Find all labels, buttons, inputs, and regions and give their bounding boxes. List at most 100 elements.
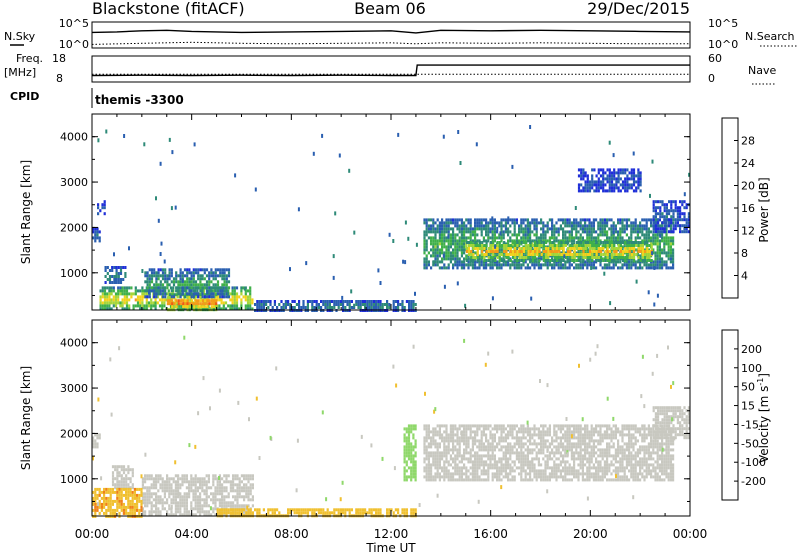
range-cell: [668, 212, 671, 216]
range-cell: [176, 295, 179, 299]
range-cell: [564, 239, 567, 243]
range-cell: [663, 248, 666, 252]
range-cell: [619, 221, 622, 225]
range-cell: [144, 289, 147, 293]
range-cell: [152, 510, 155, 514]
range-cell: [128, 304, 131, 308]
range-cell: [481, 250, 484, 253]
range-cell: [553, 263, 556, 267]
range-cell: [454, 463, 457, 467]
range-cell: [681, 230, 684, 234]
range-cell: [312, 151, 315, 156]
range-cell: [110, 289, 113, 293]
range-cell: [168, 293, 172, 297]
range-cell: [231, 289, 234, 293]
range-cell: [339, 300, 342, 303]
range-cell: [621, 239, 624, 243]
range-cell: [123, 301, 126, 305]
range-cell: [223, 277, 226, 281]
range-cell: [98, 436, 101, 440]
range-cell: [445, 239, 448, 243]
range-cell: [223, 292, 226, 296]
range-cell: [183, 513, 186, 517]
range-cell: [579, 266, 582, 270]
range-cell: [551, 472, 554, 476]
range-cell: [168, 513, 171, 517]
range-cell: [544, 430, 547, 434]
range-cell: [518, 472, 521, 476]
range-cell: [480, 230, 483, 234]
range-cell: [588, 230, 591, 234]
range-cell: [588, 236, 591, 240]
range-cell: [157, 289, 160, 293]
range-cell: [526, 448, 529, 452]
range-cell: [212, 299, 216, 303]
range-cell: [544, 245, 547, 249]
range-cell: [621, 183, 625, 187]
range-cell: [592, 218, 595, 222]
range-cell: [194, 474, 197, 478]
range-cell: [188, 283, 191, 287]
range-cell: [621, 248, 624, 252]
range-cell: [359, 300, 362, 303]
range-cell: [205, 486, 208, 490]
range-cell: [445, 424, 448, 428]
range-cell: [161, 304, 164, 308]
range-cell: [172, 286, 175, 290]
range-cell: [476, 451, 479, 455]
range-cell: [669, 227, 672, 231]
range-cell: [229, 483, 232, 487]
range-cell: [537, 221, 540, 225]
range-cell: [533, 472, 536, 476]
range-cell: [423, 445, 426, 449]
range-cell: [150, 289, 154, 293]
range-cell: [504, 436, 507, 440]
range-cell: [542, 448, 545, 452]
range-cell: [529, 472, 532, 476]
range-cell: [441, 260, 444, 264]
range-cell: [463, 466, 466, 470]
range-cell: [97, 203, 100, 207]
range-cell: [460, 478, 463, 482]
range-cell: [221, 495, 224, 499]
range-cell: [559, 239, 562, 243]
range-cell: [531, 244, 534, 247]
range-cell: [381, 306, 384, 309]
range-cell: [201, 477, 204, 481]
range-cell: [465, 257, 468, 261]
range-cell: [531, 221, 534, 225]
range-cell: [498, 266, 501, 270]
range-cell: [480, 263, 483, 267]
range-cell: [190, 477, 193, 481]
range-cell: [568, 263, 571, 267]
range-cell: [229, 489, 232, 493]
range-cell: [683, 224, 686, 228]
range-cell: [172, 501, 175, 505]
range-cell: [423, 239, 426, 243]
range-cell: [534, 256, 537, 259]
range-cell: [582, 259, 585, 262]
range-cell: [625, 221, 628, 225]
range-cell: [188, 483, 191, 487]
range-cell: [221, 268, 224, 272]
range-cell: [499, 231, 502, 236]
range-cell: [114, 301, 118, 305]
range-cell: [487, 236, 490, 240]
range-cell: [540, 221, 543, 225]
range-cell: [624, 241, 627, 244]
range-cell: [637, 241, 640, 244]
range-cell: [586, 244, 589, 247]
range-cell: [628, 256, 631, 259]
range-cell: [668, 200, 671, 204]
range-cell: [509, 230, 512, 234]
range-cell: [482, 427, 485, 431]
range-cell: [152, 477, 155, 481]
range-cell: [443, 239, 446, 243]
range-cell: [219, 295, 222, 299]
range-cell: [194, 298, 197, 302]
range-cell: [183, 501, 186, 505]
range-cell: [394, 306, 397, 309]
range-cell: [212, 501, 215, 505]
range-cell: [551, 475, 554, 479]
range-cell: [234, 477, 237, 481]
